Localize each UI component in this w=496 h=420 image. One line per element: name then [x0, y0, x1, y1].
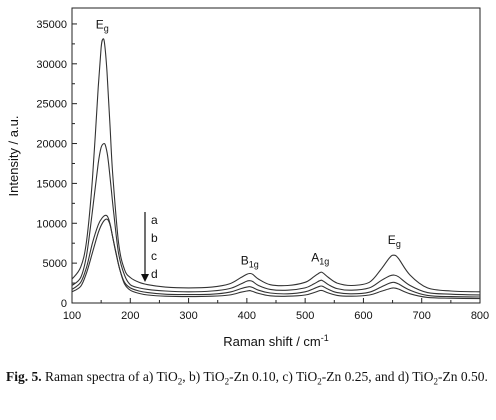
- caption-text-1: Raman spectra of a) TiO: [41, 369, 178, 384]
- x-tick-label: 800: [471, 310, 489, 322]
- y-tick-label: 25000: [36, 99, 67, 111]
- caption-text-2: , b) TiO: [182, 369, 225, 384]
- peak-label: Eg: [96, 18, 109, 34]
- series-line-a: [71, 38, 481, 293]
- peak-label: A1g: [311, 251, 329, 267]
- caption-fig-label: Fig. 5.: [6, 369, 42, 384]
- caption-sub-3: 2: [317, 376, 322, 387]
- y-tick-label: 35000: [36, 19, 67, 31]
- y-tick-label: 5000: [43, 258, 67, 270]
- y-tick-label: 10000: [36, 218, 67, 230]
- y-tick-label: 0: [61, 298, 67, 310]
- series-line-d: [71, 218, 481, 300]
- figure-caption: Fig. 5. Raman spectra of a) TiO2, b) TiO…: [6, 368, 490, 387]
- y-axis-title: Intensity / a.u.: [6, 116, 21, 197]
- caption-text-3: -Zn 0.10, c) TiO: [229, 369, 318, 384]
- caption-text-4: -Zn 0.25, and d) TiO: [321, 369, 434, 384]
- x-axis-title: Raman shift / cm-1: [223, 333, 329, 349]
- plot-frame: [71, 7, 481, 304]
- x-tick-label: 400: [238, 310, 256, 322]
- x-axis-title-exponent: -1: [321, 333, 329, 343]
- x-tick-label: 700: [413, 310, 431, 322]
- series-label-d: d: [151, 267, 158, 281]
- x-tick-label: 600: [354, 310, 372, 322]
- x-tick-label: 200: [121, 310, 139, 322]
- peak-label: Eg: [388, 233, 401, 249]
- x-tick-label: 300: [179, 310, 197, 322]
- x-tick-label: 500: [296, 310, 314, 322]
- x-tick-label: 100: [63, 310, 81, 322]
- y-tick-label: 15000: [36, 178, 67, 190]
- series-label-a: a: [151, 213, 158, 227]
- series-line-b: [71, 142, 481, 296]
- x-axis-title-main: Raman shift / cm: [223, 334, 321, 349]
- caption-sub-2: 2: [224, 376, 230, 387]
- peak-label: B1g: [241, 254, 259, 270]
- y-tick-label: 30000: [36, 59, 67, 71]
- series-line-c: [71, 214, 481, 298]
- caption-text-5: -Zn 0.50.: [438, 369, 488, 384]
- series-order-arrowhead: [141, 274, 149, 282]
- y-tick-label: 20000: [36, 139, 67, 151]
- series-label-c: c: [151, 249, 157, 263]
- caption-sub-1: 2: [177, 376, 183, 387]
- series-label-b: b: [151, 231, 158, 245]
- raman-spectra-chart: 100 200 300 400 500 600 700 800 0 5000 10000 15000 2…: [6, 7, 489, 349]
- caption-sub-4: 2: [433, 376, 439, 387]
